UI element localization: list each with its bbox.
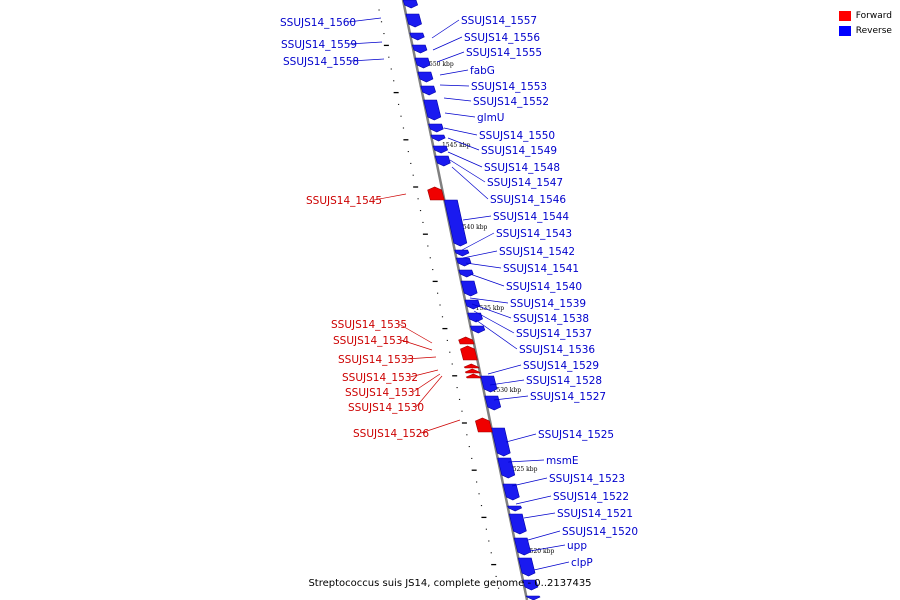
- gene-label-reverse: SSUJS14_1528: [526, 375, 602, 387]
- legend-forward-label: Forward: [856, 11, 892, 21]
- gene-label-reverse: SSUJS14_1550: [479, 130, 555, 142]
- gene-label-reverse: SSUJS14_1558: [283, 56, 359, 68]
- gene-label-reverse: SSUJS14_1525: [538, 429, 614, 441]
- leader-line: [432, 20, 459, 38]
- leader-line: [433, 37, 462, 50]
- gene-label-reverse: SSUJS14_1555: [466, 47, 542, 59]
- leader-line: [440, 70, 468, 75]
- gene-label-reverse: SSUJS14_1556: [464, 32, 540, 44]
- map-caption: Streptococcus suis JS14, complete genome…: [0, 578, 900, 589]
- gene-label-reverse: SSUJS14_1523: [549, 473, 625, 485]
- gene-label-reverse: SSUJS14_1546: [490, 194, 566, 206]
- leader-line: [444, 128, 477, 135]
- gene-label-reverse: SSUJS14_1540: [506, 281, 582, 293]
- forward-swatch: [839, 11, 851, 21]
- gene-label-forward: SSUJS14_1533: [338, 354, 414, 366]
- genome-map: 1550 kbp1545 kbp1540 kbp1535 kbp1530 kbp…: [0, 0, 900, 600]
- gene-label-reverse: upp: [567, 540, 587, 552]
- gene-label-reverse: SSUJS14_1559: [281, 39, 357, 51]
- gene-label-reverse: SSUJS14_1522: [553, 491, 629, 503]
- gene-label-forward: SSUJS14_1535: [331, 319, 407, 331]
- gene-labels: SSUJS14_1560 SSUJS14_1559 SSUJS14_1558 SSUJ…: [280, 15, 638, 569]
- gene-label-reverse: msmE: [546, 455, 579, 467]
- leader-line: [488, 365, 521, 374]
- reverse-swatch: [839, 26, 851, 36]
- forward-gene-block: [466, 374, 481, 378]
- gene-label-reverse: SSUJS14_1547: [487, 177, 563, 189]
- forward-gene-block: [465, 369, 480, 373]
- gene-label-reverse: glmU: [477, 112, 505, 124]
- gene-label-reverse: SSUJS14_1527: [530, 391, 606, 403]
- leader-line: [516, 496, 551, 504]
- leader-line: [524, 513, 555, 518]
- gene-label-reverse: SSUJS14_1544: [493, 211, 569, 223]
- leader-line: [494, 396, 528, 400]
- gene-label-forward: SSUJS14_1526: [353, 428, 429, 440]
- gene-label-reverse: SSUJS14_1552: [473, 96, 549, 108]
- leader-line: [452, 167, 488, 199]
- gene-label-reverse: SSUJS14_1557: [461, 15, 537, 27]
- gene-label-forward: SSUJS14_1534: [333, 335, 409, 347]
- legend: Forward Reverse: [839, 8, 892, 38]
- leader-line: [534, 562, 569, 570]
- leader-line: [506, 434, 536, 442]
- gene-label-reverse: SSUJS14_1521: [557, 508, 633, 520]
- gene-label-reverse: SSUJS14_1549: [481, 145, 557, 157]
- leader-line: [440, 85, 469, 86]
- gene-label-forward: SSUJS14_1532: [342, 372, 418, 384]
- legend-reverse-label: Reverse: [856, 26, 892, 36]
- gene-label-reverse: clpP: [571, 557, 593, 569]
- leader-line: [466, 263, 501, 268]
- gene-label-reverse: SSUJS14_1536: [519, 344, 595, 356]
- reverse-gene-block: [526, 596, 540, 600]
- gene-label-reverse: fabG: [470, 65, 495, 77]
- leader-line: [463, 216, 491, 220]
- forward-gene-block: [464, 364, 479, 368]
- gene-label-forward: SSUJS14_1530: [348, 402, 424, 414]
- legend-forward: Forward: [839, 8, 892, 23]
- leader-line: [444, 98, 471, 101]
- reverse-gene-block: [444, 200, 467, 246]
- gene-label-reverse: SSUJS14_1537: [516, 328, 592, 340]
- gene-label-forward: SSUJS14_1531: [345, 387, 421, 399]
- gene-label-forward: SSUJS14_1545: [306, 195, 382, 207]
- gene-label-reverse: SSUJS14_1548: [484, 162, 560, 174]
- legend-reverse: Reverse: [839, 23, 892, 38]
- leader-line: [445, 113, 475, 117]
- leader-line: [512, 478, 547, 486]
- gene-label-reverse: SSUJS14_1539: [510, 298, 586, 310]
- leader-line: [508, 460, 544, 462]
- gene-label-reverse: SSUJS14_1529: [523, 360, 599, 372]
- gene-label-reverse: SSUJS14_1541: [503, 263, 579, 275]
- gene-label-reverse: SSUJS14_1520: [562, 526, 638, 538]
- leader-line: [448, 152, 482, 167]
- leader-line: [450, 160, 485, 182]
- leader-line: [528, 531, 560, 540]
- gene-label-reverse: SSUJS14_1560: [280, 17, 356, 29]
- leader-line: [476, 320, 517, 349]
- gene-label-reverse: SSUJS14_1538: [513, 313, 589, 325]
- gene-label-reverse: SSUJS14_1542: [499, 246, 575, 258]
- gene-label-reverse: SSUJS14_1553: [471, 81, 547, 93]
- gene-label-reverse: SSUJS14_1543: [496, 228, 572, 240]
